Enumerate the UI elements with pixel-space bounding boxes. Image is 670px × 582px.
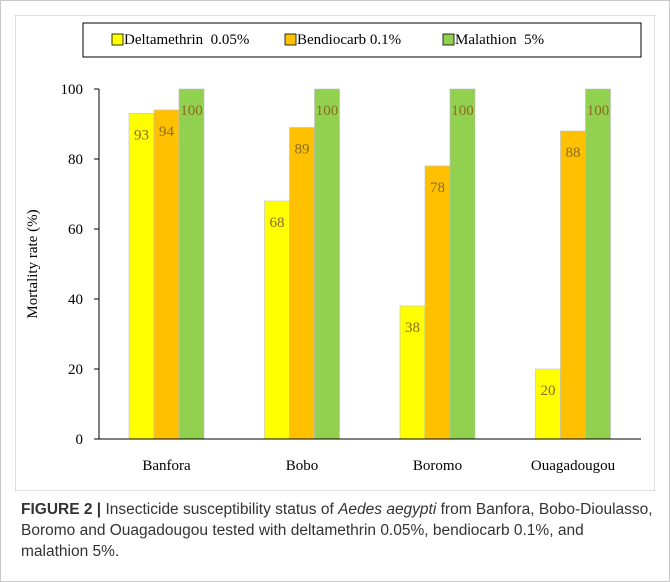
bars: 93 94 100 68 89 100 38 78 100 20 88 100 <box>128 88 611 440</box>
y-tick-label: 80 <box>68 152 83 168</box>
caption-text-after: from Banfora, Bobo-Dioulasso, Boromo and… <box>21 501 653 560</box>
chart-area: Deltamethrin 0.05% Bendiocarb 0.1% Malathi… <box>15 15 655 491</box>
x-tick-label: Bobo <box>286 458 319 474</box>
legend-label: Deltamethrin 0.05% <box>124 32 249 48</box>
y-tick-label: 20 <box>68 362 83 378</box>
x-tick-label: Banfora <box>142 458 191 474</box>
y-tick-label: 60 <box>68 222 83 238</box>
bar <box>585 88 611 440</box>
bar <box>314 88 340 440</box>
bar-value-label: 38 <box>405 320 420 336</box>
bar-value-label: 89 <box>295 142 310 158</box>
bar <box>535 368 561 440</box>
y-tick-label: 0 <box>76 432 84 448</box>
caption-label: FIGURE 2 | <box>21 501 102 518</box>
legend-box <box>82 22 642 58</box>
bar-value-label: 100 <box>316 103 339 119</box>
figure-caption: FIGURE 2 | Insecticide susceptibility st… <box>21 499 653 562</box>
bar-value-label: 68 <box>270 215 285 231</box>
x-tick-label: Boromo <box>413 458 462 474</box>
bar <box>449 88 476 440</box>
bar-value-label: 100 <box>451 103 474 119</box>
bar-value-label: 100 <box>587 103 610 119</box>
bar <box>178 88 205 440</box>
y-axis: 0 20 40 60 80 100 Mortality rate (%) <box>25 82 100 448</box>
bar <box>264 200 290 440</box>
bar-value-label: 88 <box>566 145 581 161</box>
y-tick-label: 100 <box>61 82 84 98</box>
bar-value-label: 93 <box>134 128 149 144</box>
legend-swatch <box>284 33 297 46</box>
legend: Deltamethrin 0.05% Bendiocarb 0.1% Malathi… <box>82 22 642 58</box>
legend-swatch <box>111 33 124 46</box>
bar <box>424 165 451 440</box>
bar <box>289 127 315 440</box>
legend-label: Malathion 5% <box>455 32 544 48</box>
caption-species: Aedes aegypti <box>338 501 437 518</box>
bar <box>560 130 586 440</box>
legend-label: Bendiocarb 0.1% <box>297 32 401 48</box>
x-tick-label: Ouagadougou <box>531 458 616 474</box>
bar <box>128 113 155 440</box>
caption-text-before: Insecticide susceptibility status of <box>101 501 339 518</box>
bar-value-label: 78 <box>430 180 445 196</box>
bar-value-label: 100 <box>180 103 203 119</box>
bar-value-label: 94 <box>159 124 175 140</box>
legend-swatch <box>442 33 455 46</box>
bar-chart: Deltamethrin 0.05% Bendiocarb 0.1% Malathi… <box>15 15 655 491</box>
y-axis-label: Mortality rate (%) <box>25 209 41 318</box>
x-axis: Banfora Bobo Boromo Ouagadougou <box>99 438 641 474</box>
bar <box>153 109 180 440</box>
y-tick-label: 40 <box>68 292 83 308</box>
bar-value-label: 20 <box>541 383 556 399</box>
